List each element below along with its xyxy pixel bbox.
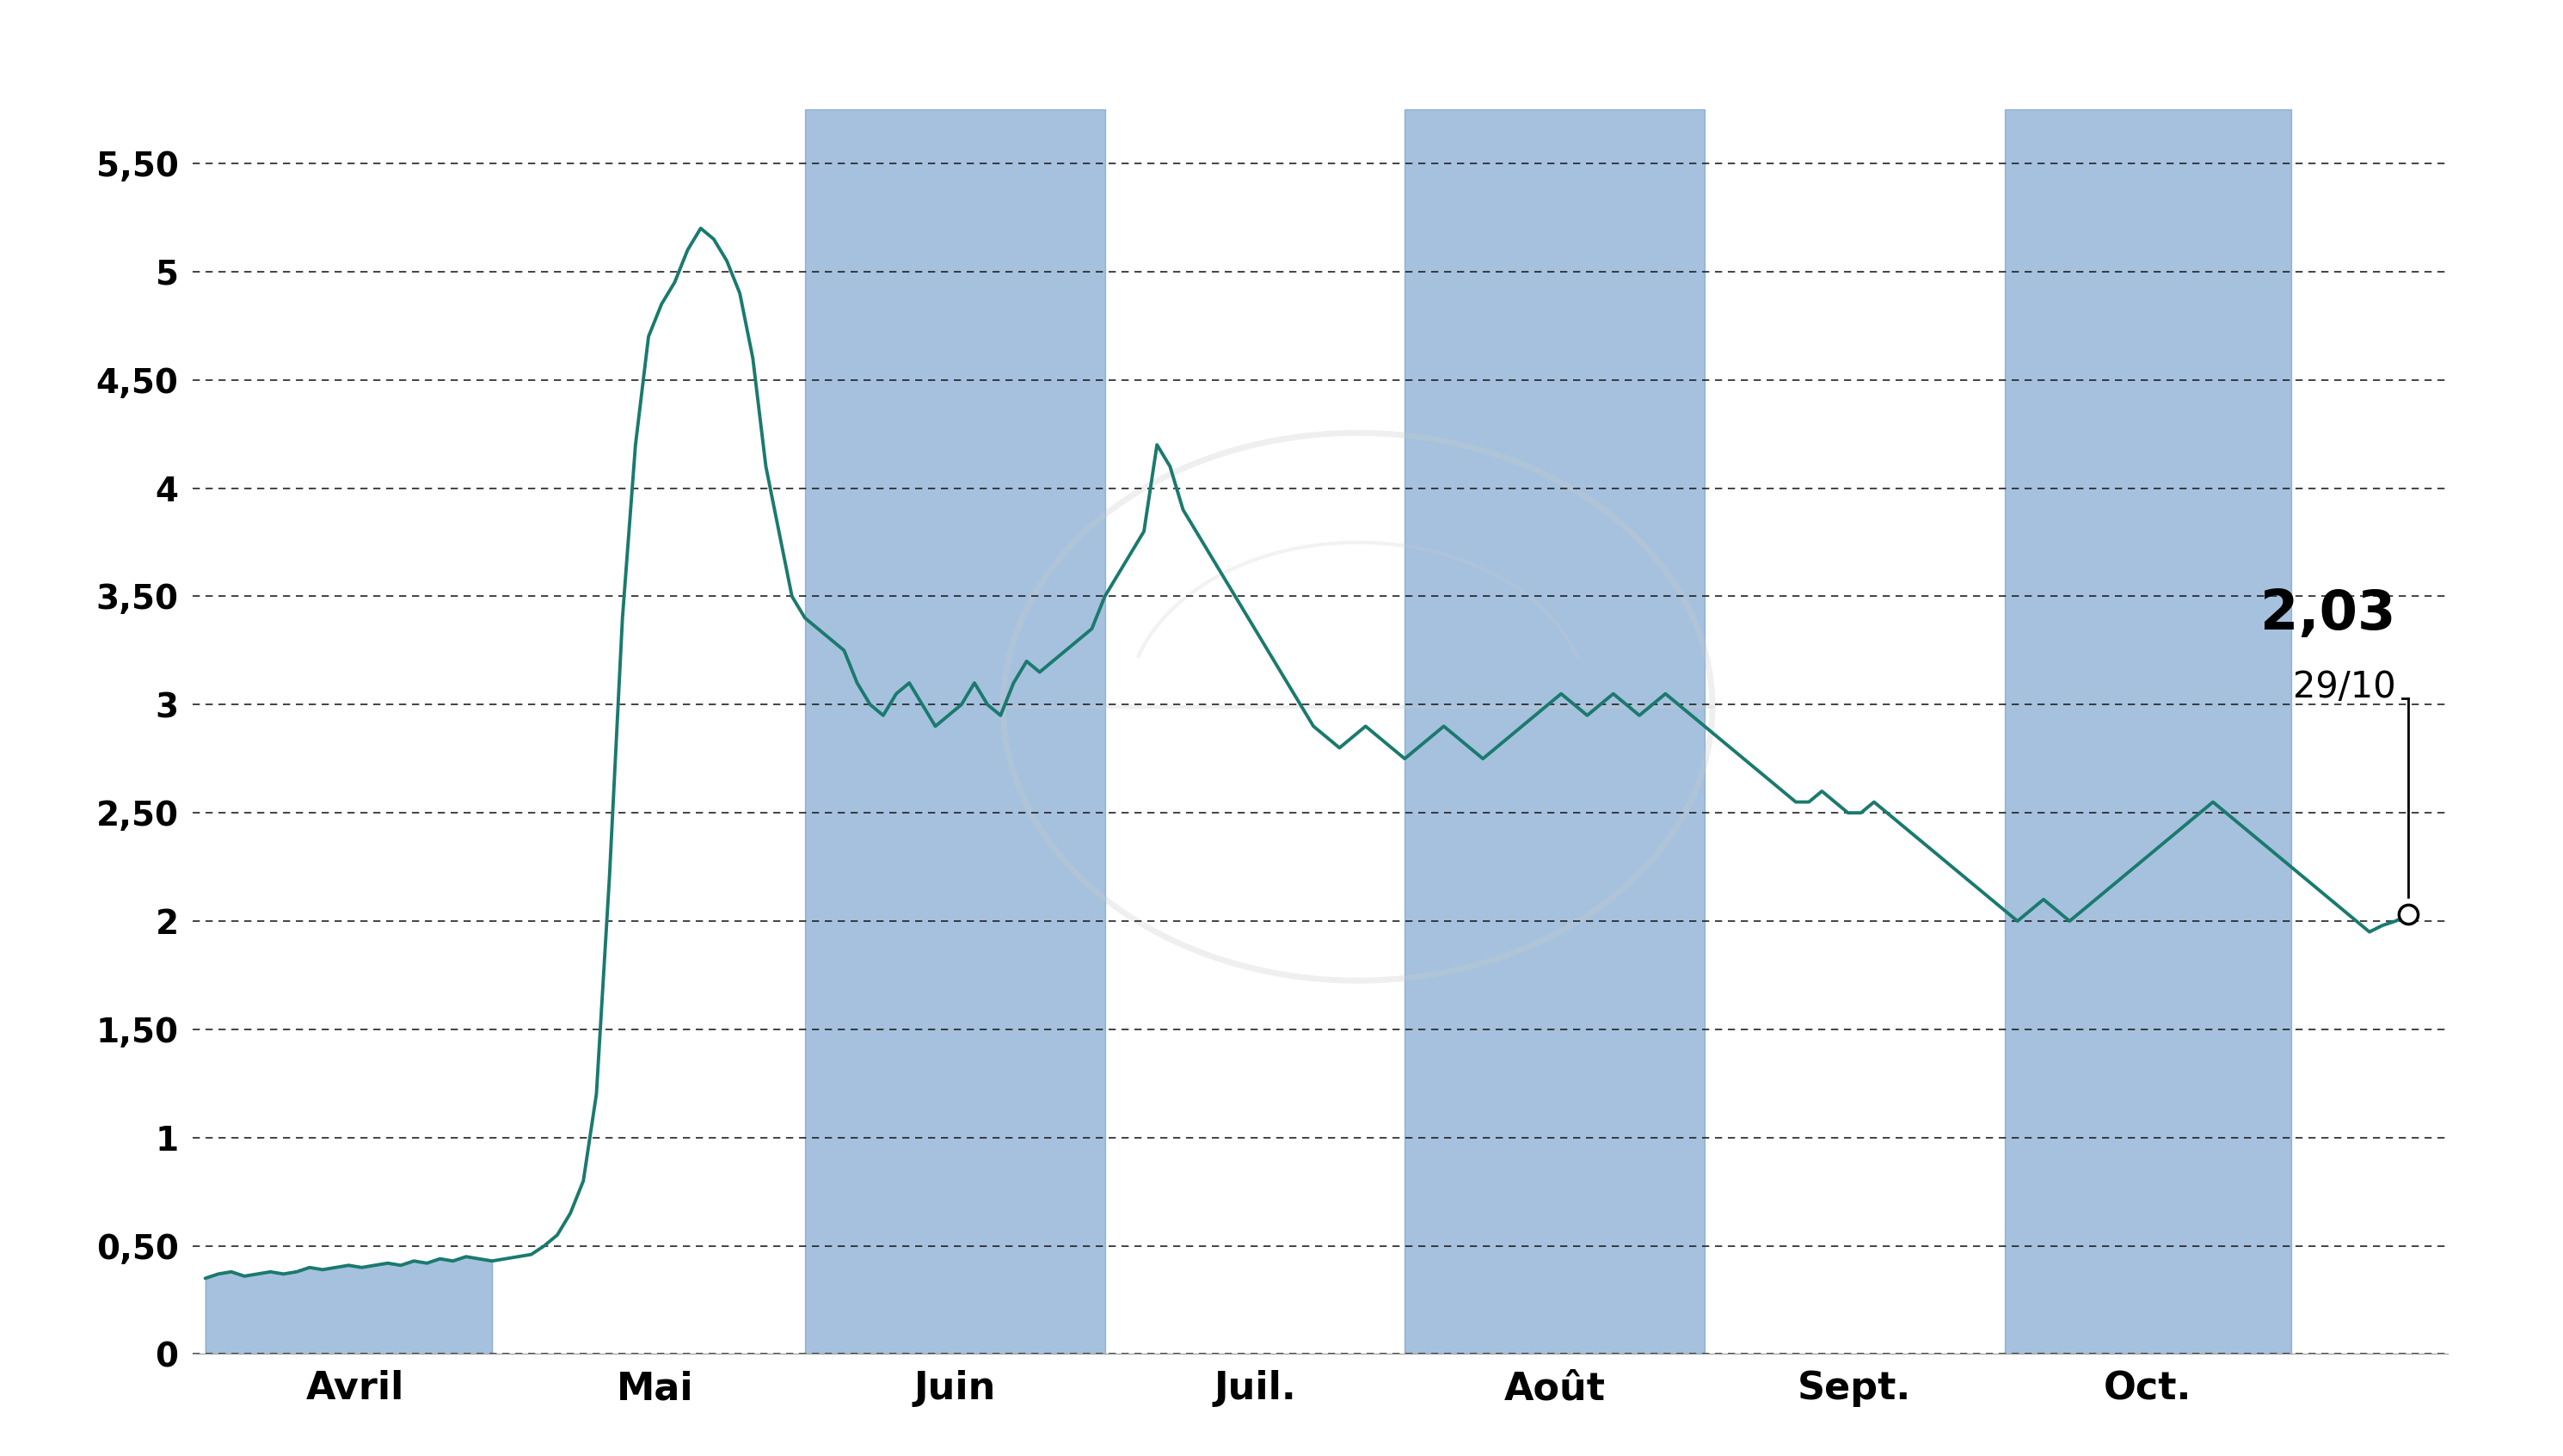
Bar xyxy=(805,109,1105,1354)
Text: 2,03: 2,03 xyxy=(2261,587,2396,641)
Bar xyxy=(1405,109,1704,1354)
Text: 29/10: 29/10 xyxy=(2291,670,2396,705)
Text: Tharimmune, Inc.: Tharimmune, Inc. xyxy=(856,6,1707,89)
Bar xyxy=(2004,109,2291,1354)
